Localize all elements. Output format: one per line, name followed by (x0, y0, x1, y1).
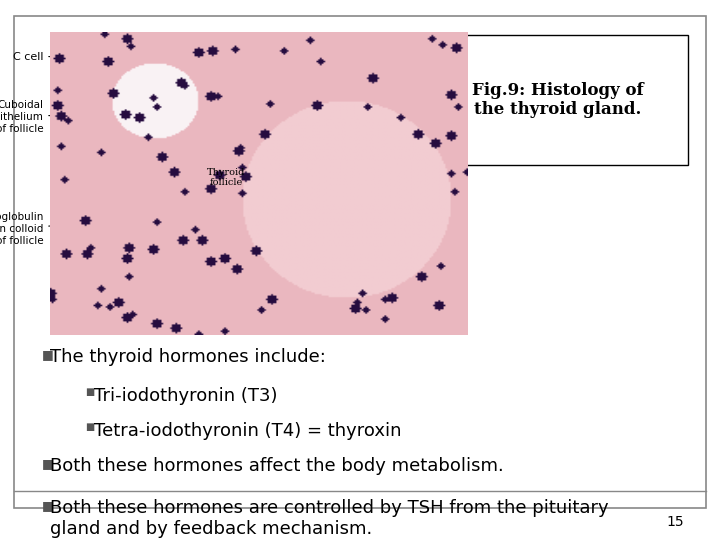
Text: Both these hormones are controlled by TSH from the pituitary
gland and by feedba: Both these hormones are controlled by TS… (50, 499, 609, 537)
Text: 15: 15 (667, 515, 684, 529)
Text: Thyroglobulin
stored in colloid
of follicle: Thyroglobulin stored in colloid of folli… (0, 208, 348, 246)
Text: Cuboidal
epithelium
of follicle: Cuboidal epithelium of follicle (0, 100, 223, 134)
Text: Tri-iodothyronin (T3): Tri-iodothyronin (T3) (94, 387, 277, 405)
Text: ■: ■ (85, 422, 94, 432)
Text: C cell: C cell (13, 52, 277, 62)
Text: ■: ■ (85, 387, 94, 397)
Text: ■: ■ (42, 348, 53, 361)
Text: Both these hormones affect the body metabolism.: Both these hormones affect the body meta… (50, 457, 504, 475)
Text: ■: ■ (42, 499, 53, 512)
Text: Tetra-iodothyronin (T4) = thyroxin: Tetra-iodothyronin (T4) = thyroxin (94, 422, 401, 440)
Text: Thyroid
follicle: Thyroid follicle (207, 168, 245, 187)
Text: Fig.9: Histology of
the thyroid gland.: Fig.9: Histology of the thyroid gland. (472, 82, 644, 118)
Text: ■: ■ (42, 457, 53, 470)
Text: The thyroid hormones include:: The thyroid hormones include: (50, 348, 326, 366)
FancyBboxPatch shape (428, 35, 688, 165)
